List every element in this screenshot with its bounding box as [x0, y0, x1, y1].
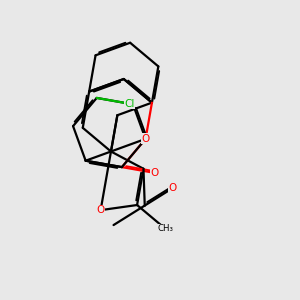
Text: O: O — [169, 183, 177, 193]
Text: O: O — [150, 168, 159, 178]
Text: O: O — [141, 134, 150, 144]
Text: CH₃: CH₃ — [157, 224, 173, 233]
Text: O: O — [97, 205, 105, 215]
Text: Cl: Cl — [124, 99, 134, 109]
